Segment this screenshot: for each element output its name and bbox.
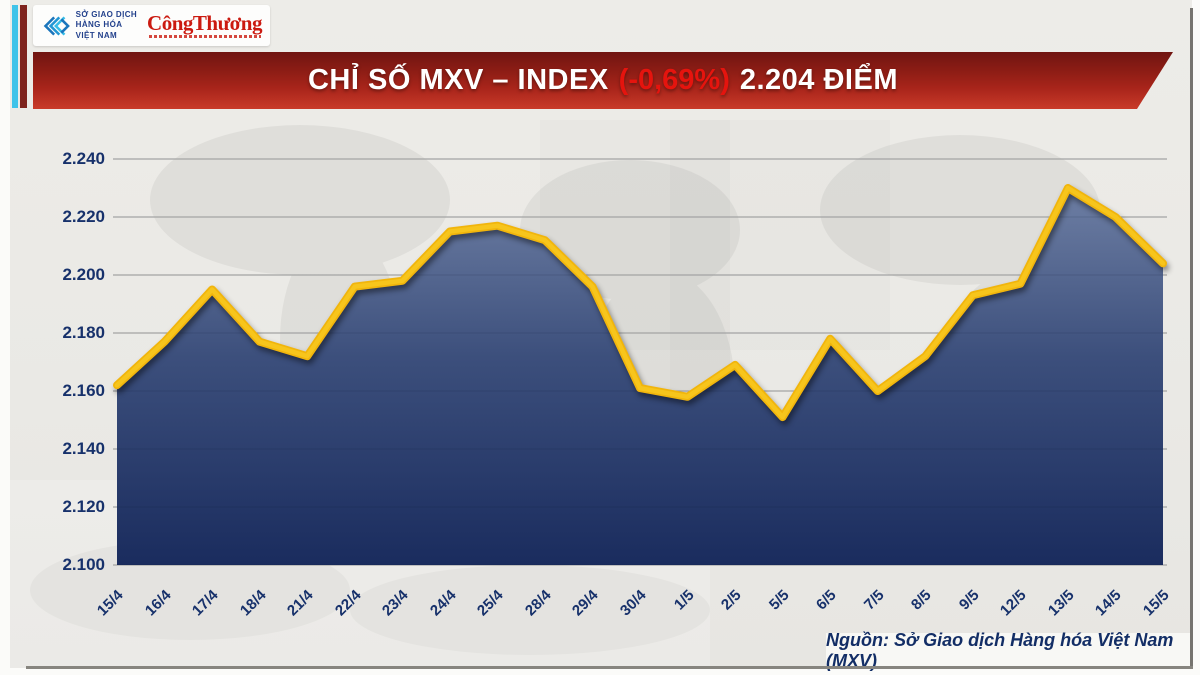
mxv-org-line3: VIỆT NAM <box>75 30 118 40</box>
right-page-edge <box>1190 8 1193 666</box>
y-tick-label: 2.120 <box>62 497 105 516</box>
title-banner: CHỈ SỐ MXV – INDEX (-0,69%) 2.204 ĐIỂM <box>33 52 1173 109</box>
index-line-highlight <box>114 185 1166 420</box>
y-tick-label: 2.200 <box>62 265 105 284</box>
mxv-org-line2: HÀNG HÓA <box>75 20 123 30</box>
y-tick-label: 2.140 <box>62 439 105 458</box>
congthuong-tagline <box>148 35 261 38</box>
bottom-page-edge <box>26 666 1193 669</box>
y-tick-label: 2.100 <box>62 555 105 574</box>
banner-title-prefix: CHỈ SỐ MXV – INDEX <box>307 64 609 96</box>
congthuong-logo: CôngThương <box>147 13 262 38</box>
y-tick-label: 2.160 <box>62 381 105 400</box>
y-tick-label: 2.180 <box>62 323 105 342</box>
y-tick-label: 2.240 <box>62 149 105 168</box>
left-accent-red <box>20 5 27 108</box>
y-tick-label: 2.220 <box>62 207 105 226</box>
brand-bar: SỞ GIAO DỊCH HÀNG HÓA VIỆT NAM CôngThươn… <box>33 5 270 46</box>
source-note: Nguồn: Sở Giao dịch Hàng hóa Việt Nam (M… <box>826 630 1192 671</box>
banner-points-value: 2.204 ĐIỂM <box>739 64 898 96</box>
left-accent-cyan <box>12 5 18 108</box>
mxv-org-line1: SỞ GIAO DỊCH <box>75 9 138 19</box>
mxv-logo-icon <box>43 15 70 36</box>
mxv-org-name: SỞ GIAO DỊCH HÀNG HÓA VIỆT NAM <box>76 10 137 41</box>
congthuong-wordmark: CôngThương <box>147 11 262 35</box>
area-fill <box>117 188 1163 565</box>
banner-change-percent: (-0,69%) <box>618 64 730 96</box>
